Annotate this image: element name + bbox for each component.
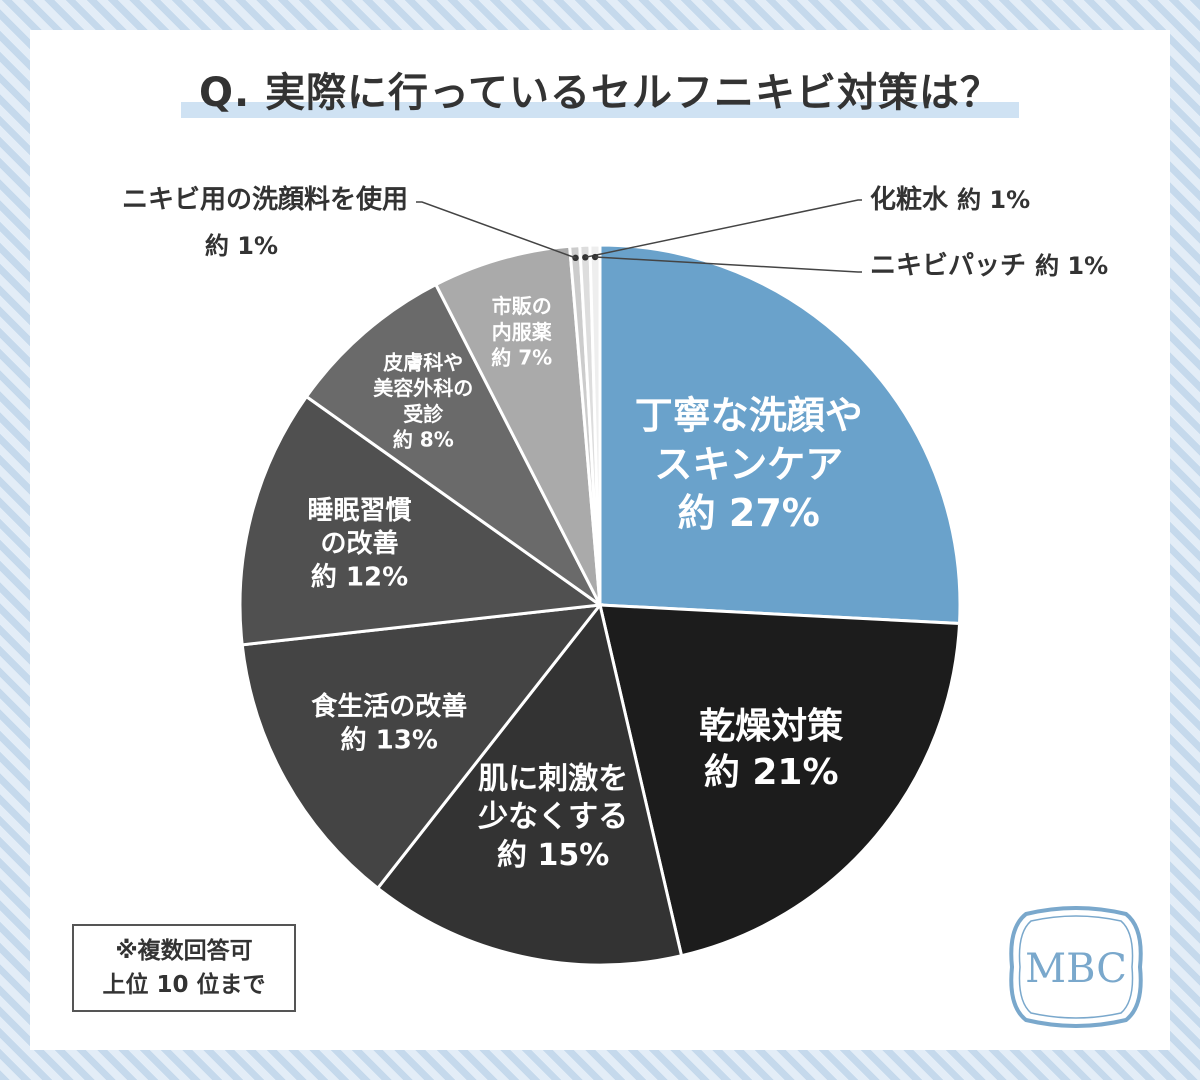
slice-value: 約 13%: [341, 724, 438, 755]
outside-label-name: ニキビ用の洗顔料を使用: [122, 185, 408, 215]
slice-label-5: 睡眠習慣の改善約 12%: [308, 496, 412, 593]
note-box: ※複数回答可 上位 10 位まで: [72, 924, 296, 1012]
slice-value: 約 12%: [311, 561, 408, 592]
slice-value: 約 15%: [497, 838, 609, 873]
pie-slice-2: [598, 603, 962, 958]
slice-value: 約 8%: [393, 427, 454, 451]
pie-slices: [238, 243, 962, 967]
leader-line-10: [595, 256, 862, 273]
outside-label-10: ニキビパッチ 約 1%: [870, 251, 1108, 281]
leader-line-8: [416, 201, 576, 259]
slice-name-line: 乾燥対策: [699, 706, 843, 747]
slice-label-2: 乾燥対策約 21%: [699, 706, 843, 793]
slice-name-line: 市販の: [492, 294, 552, 318]
title-wrap: Q. 実際に行っているセルフニキビ対策は？: [0, 60, 1200, 118]
leader-line-9: [585, 199, 862, 259]
slice-name-line: 内服薬: [492, 320, 552, 344]
pie-slice-7: [433, 244, 602, 606]
outside-label-name: ニキビパッチ: [870, 251, 1035, 281]
outside-label-9: 化粧水 約 1%: [870, 184, 1030, 215]
outside-label-name: 化粧水: [870, 184, 957, 215]
pie-slice-6: [304, 282, 602, 607]
slice-labels: 丁寧な洗顔やスキンケア約 27% 乾燥対策約 21% 肌に刺激を少なくする約 15%…: [122, 184, 1108, 873]
logo-frame: [1009, 906, 1143, 1028]
slice-name-line: の改善: [321, 528, 399, 559]
outside-label-value: 約 1%: [1035, 252, 1108, 280]
slice-label-3: 肌に刺激を少なくする約 15%: [478, 761, 628, 873]
mbc-logo: MBC: [1009, 906, 1143, 1028]
slice-value: 約 7%: [491, 345, 552, 369]
slice-label-1: 丁寧な洗顔やスキンケア約 27%: [635, 394, 863, 535]
leader-lines: [416, 199, 862, 273]
slice-name-line: 少なくする: [478, 800, 628, 835]
pie-slice-10: [588, 243, 602, 606]
pie-slice-3: [375, 601, 684, 967]
pie-slice-5: [238, 394, 605, 647]
slice-name-line: 皮膚科や: [383, 351, 463, 375]
slice-name-line: 美容外科の: [373, 376, 473, 400]
slice-value: 約 27%: [678, 491, 820, 535]
slice-name-line: 睡眠習慣: [308, 496, 412, 526]
outside-label-8: ニキビ用の洗顔料を使用約 1%: [122, 185, 408, 260]
slice-name-line: 食生活の改善: [311, 691, 467, 722]
logo-text: MBC: [1025, 946, 1127, 992]
slice-label-4: 食生活の改善約 13%: [311, 691, 467, 755]
slice-label-7: 市販の内服薬約 7%: [491, 294, 552, 369]
slice-name-line: 肌に刺激を: [478, 761, 628, 796]
slice-name-line: 受診: [403, 402, 444, 426]
logo-inner-frame: [1018, 915, 1134, 1019]
chart-title: Q. 実際に行っているセルフニキビ対策は？: [180, 60, 1020, 118]
pie-slice-4: [240, 603, 604, 891]
pie-slice-1: [598, 243, 962, 626]
slice-name-line: 丁寧な洗顔や: [635, 394, 863, 438]
note-multiple-answers: ※複数回答可: [115, 938, 253, 964]
slice-label-6: 皮膚科や美容外科の受診約 8%: [373, 351, 473, 452]
note-top-ten: 上位 10 位まで: [102, 972, 266, 998]
slice-name-line: スキンケア: [654, 442, 843, 486]
slice-value: 約 21%: [704, 752, 839, 793]
outside-label-value: 約 1%: [205, 232, 278, 260]
outside-label-value: 約 1%: [957, 186, 1030, 214]
